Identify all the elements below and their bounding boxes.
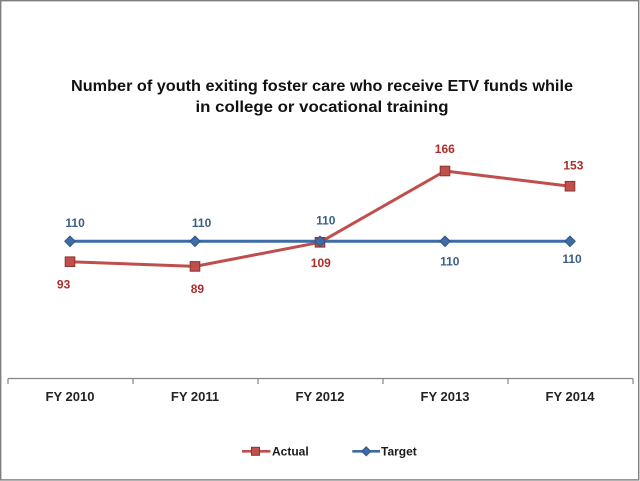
svg-text:153: 153 — [563, 159, 583, 173]
svg-text:in college or vocational train: in college or vocational training — [196, 99, 449, 116]
svg-text:110: 110 — [562, 252, 582, 266]
svg-text:110: 110 — [440, 255, 460, 269]
svg-text:93: 93 — [57, 277, 71, 291]
svg-text:110: 110 — [316, 213, 336, 227]
svg-text:Number of youth exiting foster: Number of youth exiting foster care who … — [71, 78, 573, 95]
svg-text:109: 109 — [311, 256, 331, 270]
svg-text:Target: Target — [381, 445, 417, 459]
svg-text:FY 2012: FY 2012 — [296, 389, 345, 404]
svg-text:166: 166 — [435, 142, 455, 156]
svg-text:110: 110 — [192, 216, 212, 230]
svg-text:FY 2013: FY 2013 — [421, 389, 470, 404]
svg-text:FY 2014: FY 2014 — [546, 389, 596, 404]
svg-text:110: 110 — [65, 216, 85, 230]
svg-text:FY 2010: FY 2010 — [46, 389, 95, 404]
svg-text:89: 89 — [191, 282, 205, 296]
svg-text:Actual: Actual — [272, 445, 309, 459]
svg-text:FY 2011: FY 2011 — [171, 389, 219, 404]
